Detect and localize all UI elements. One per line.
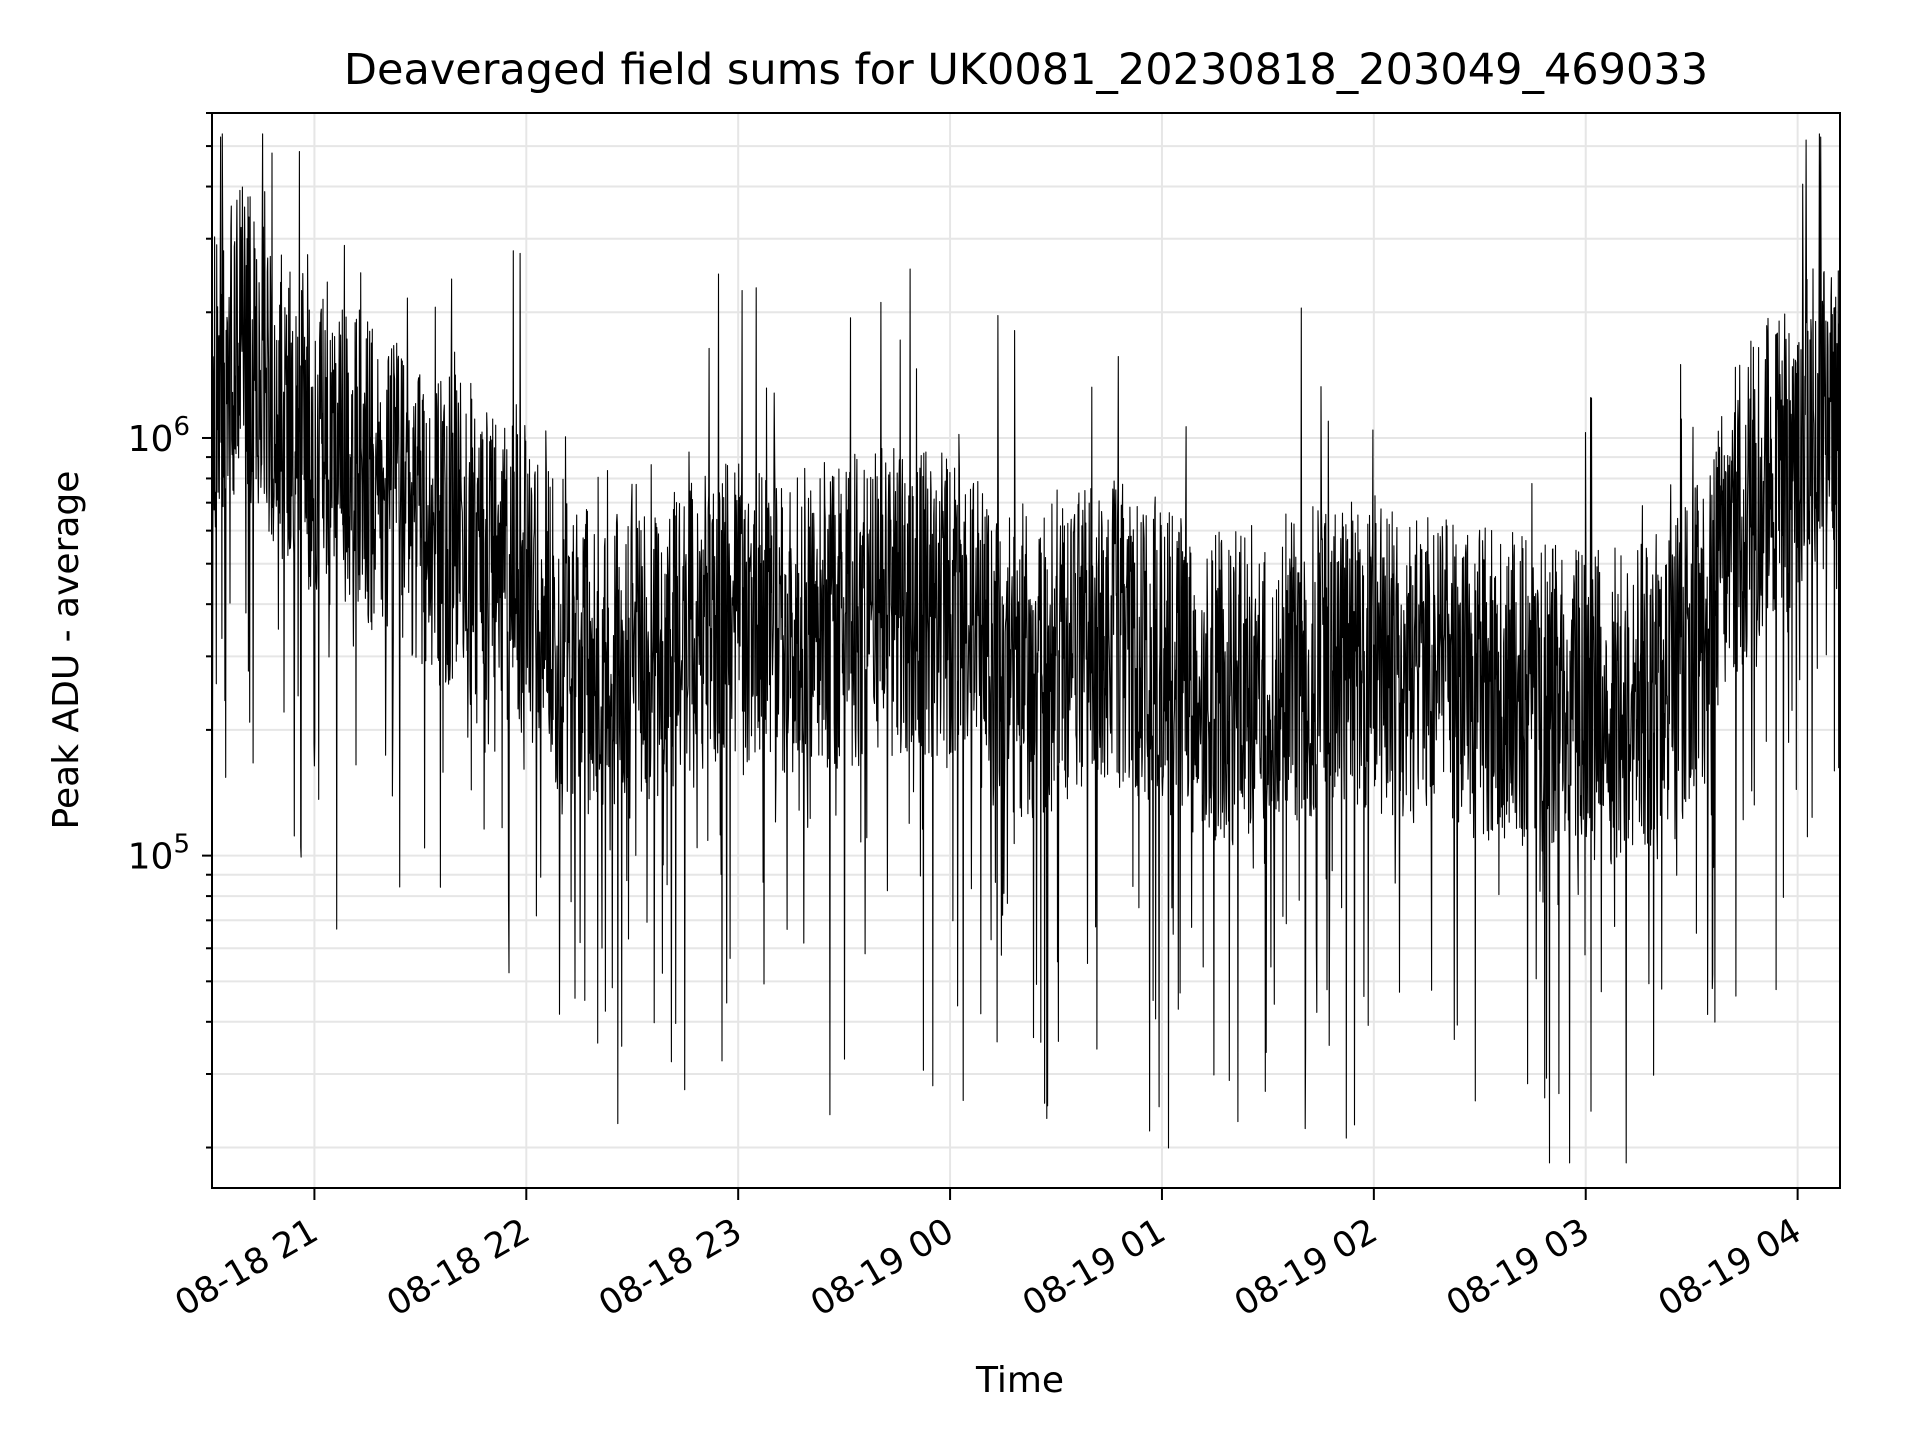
plot-frame — [211, 112, 1841, 1189]
x-axis-label: Time — [975, 1360, 1064, 1401]
y-tick-label: 106 — [128, 412, 190, 460]
grid — [212, 112, 1840, 1188]
y-tick-label: 105 — [128, 830, 190, 878]
chart-title: Deaveraged field sums for UK0081_2023081… — [344, 45, 1708, 95]
data-trace — [211, 133, 1841, 1164]
series-line — [211, 133, 1841, 1164]
y-axis-label: Peak ADU - average — [46, 471, 87, 830]
